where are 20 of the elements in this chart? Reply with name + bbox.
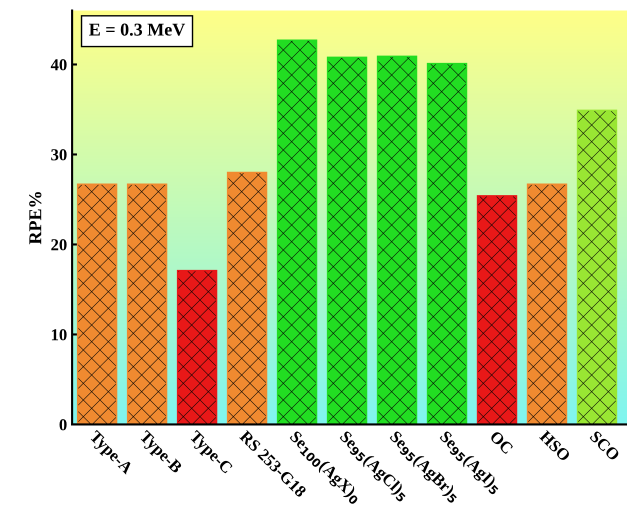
bar [176, 270, 218, 424]
bar [276, 39, 318, 424]
y-axis-title: RPE% [29, 192, 42, 244]
bar [576, 110, 618, 424]
bar [326, 56, 368, 424]
y-tick-label: 20 [51, 239, 67, 250]
x-tick-label: OC [489, 430, 514, 454]
bar [126, 183, 168, 424]
annotation: E = 0.3 MeV [89, 24, 186, 36]
x-tick-label: SCO [589, 430, 620, 462]
bar [426, 62, 468, 424]
bar [76, 183, 118, 424]
bar [476, 195, 518, 424]
bar [376, 56, 418, 424]
y-tick-label: 40 [50, 59, 67, 70]
bar [526, 183, 568, 424]
y-tick-label: 0 [60, 419, 67, 430]
bar [226, 172, 268, 424]
y-tick-label: 30 [51, 149, 67, 160]
y-tick-label: 10 [52, 329, 67, 340]
